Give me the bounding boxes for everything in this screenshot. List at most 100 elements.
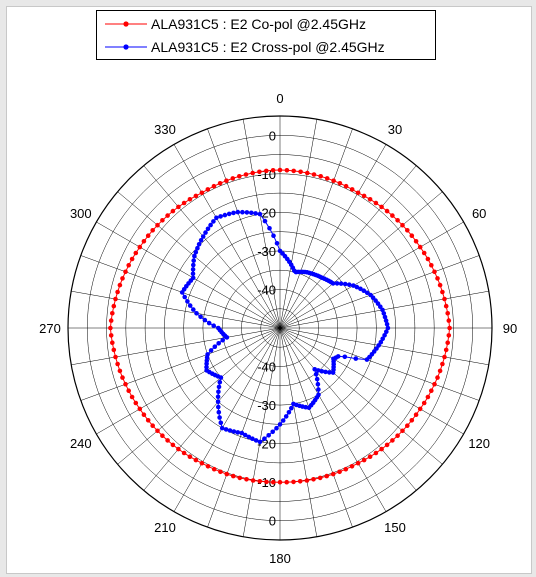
data-point-crosspol [277,422,283,427]
data-point-crosspol [231,210,236,216]
data-point-copol [446,333,452,338]
data-point-crosspol [289,405,294,411]
data-point-copol [413,412,419,418]
data-point-copol [373,200,379,206]
data-point-copol [257,169,262,175]
data-point-crosspol [274,425,279,431]
grid-spoke [279,327,489,366]
data-point-copol [244,477,249,482]
angle-tick-label: 210 [154,520,176,535]
data-point-copol [291,168,297,174]
data-point-copol [284,479,290,485]
data-point-copol [367,197,373,202]
data-point-crosspol [191,258,196,263]
data-point-crosspol [205,226,211,232]
data-point-copol [165,438,170,443]
data-point-copol [141,412,147,418]
data-point-copol [447,325,452,331]
data-point-copol [257,479,263,484]
data-point-crosspol [231,429,237,434]
data-point-crosspol [244,210,250,215]
data-point-copol [437,368,443,374]
data-point-crosspol [198,238,204,243]
data-point-copol [243,172,249,177]
data-point-crosspol [347,282,352,288]
grid-spoke [279,165,417,329]
data-point-copol [211,183,217,189]
angle-tick-label: 270 [39,321,61,336]
data-point-crosspol [253,211,258,216]
radial-tick-label: -40 [257,282,276,297]
data-point-copol [108,333,114,338]
data-point-copol [395,218,400,223]
angle-tick-label: 150 [384,520,406,535]
grid-spoke [80,327,281,401]
data-point-crosspol [226,211,232,217]
data-point-copol [110,311,115,316]
data-point-copol [330,471,336,477]
data-point-crosspol [190,275,196,281]
data-point-copol [440,289,445,295]
data-point-crosspol [361,288,367,294]
data-point-crosspol [271,233,276,238]
legend-swatch-copol [105,21,147,27]
data-point-copol [445,340,451,346]
legend: ALA931C5 : E2 Co-pol @2.45GHz ALA931C5 :… [96,10,436,60]
data-point-crosspol [286,410,292,415]
data-point-copol [108,325,113,331]
data-point-copol [437,282,443,288]
data-point-copol [250,478,256,483]
data-point-copol [417,244,423,250]
data-point-copol [400,428,405,434]
data-point-copol [111,303,117,309]
data-point-copol [343,183,349,189]
data-point-copol [126,263,131,268]
legend-entry-copol: ALA931C5 : E2 Co-pol @2.45GHz [97,13,435,35]
grid-spoke [279,327,318,537]
data-point-crosspol [215,399,221,405]
data-point-crosspol [211,219,216,224]
grid-spoke [279,221,464,329]
data-point-crosspol [191,262,196,268]
grid-spoke [279,327,480,401]
data-point-crosspol [235,209,241,215]
data-point-copol [349,187,355,192]
data-point-crosspol [196,242,202,247]
radial-tick-label: -30 [257,398,276,413]
data-point-crosspol [216,341,221,346]
data-point-copol [421,250,427,256]
data-point-crosspol [190,271,196,277]
data-point-crosspol [342,354,348,360]
data-point-copol [413,239,419,244]
data-point-crosspol [274,241,280,246]
data-point-copol [155,222,160,228]
data-point-copol [187,197,193,202]
angle-tick-label: 240 [70,436,92,451]
data-point-copol [425,394,431,400]
data-point-copol [361,193,367,199]
grid-spoke [279,327,464,435]
data-point-crosspol [198,314,203,320]
data-point-copol [440,361,445,367]
data-point-copol [199,190,205,196]
grid-spoke [207,128,281,329]
data-point-crosspol [215,394,221,400]
data-point-copol [445,311,451,316]
data-point-copol [133,250,139,256]
data-point-crosspol [313,371,319,377]
data-point-copol [111,347,117,353]
data-point-crosspol [206,320,212,326]
grid-spoke [279,327,353,528]
grid-spoke [173,327,281,512]
data-point-crosspol [235,430,241,435]
data-point-copol [432,269,437,275]
data-point-copol [337,469,342,475]
data-point-crosspol [316,387,321,392]
data-point-copol [205,464,211,469]
data-point-crosspol [315,381,321,387]
data-point-copol [409,233,415,238]
data-point-copol [126,388,131,394]
data-point-crosspol [216,404,221,410]
data-point-copol [318,174,324,179]
angle-tick-label: 90 [503,321,517,336]
